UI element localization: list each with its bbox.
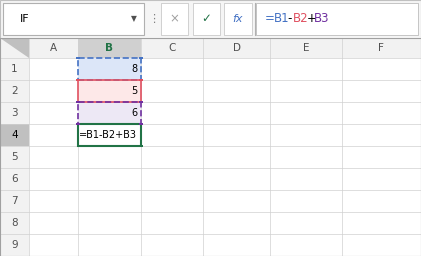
Text: =: = bbox=[265, 13, 275, 25]
Bar bbox=[78, 124, 141, 146]
Text: 6: 6 bbox=[11, 174, 18, 184]
Text: ✓: ✓ bbox=[201, 13, 211, 25]
Text: B1: B1 bbox=[274, 13, 289, 25]
Text: E: E bbox=[303, 43, 309, 53]
Text: B3: B3 bbox=[314, 13, 330, 25]
Text: +: + bbox=[306, 13, 316, 25]
Bar bbox=[0, 38, 421, 58]
Bar bbox=[139, 79, 143, 81]
Bar bbox=[256, 3, 418, 35]
Bar bbox=[139, 101, 143, 103]
Bar bbox=[139, 123, 143, 125]
Bar bbox=[76, 101, 80, 103]
Bar bbox=[0, 58, 29, 80]
Text: 1: 1 bbox=[11, 64, 18, 74]
Text: -: - bbox=[287, 13, 291, 25]
Bar bbox=[78, 58, 141, 80]
Text: ▼: ▼ bbox=[131, 14, 137, 24]
Bar bbox=[0, 168, 29, 190]
Bar bbox=[78, 80, 141, 102]
Bar bbox=[0, 234, 29, 256]
Bar bbox=[78, 102, 141, 124]
Bar bbox=[0, 212, 29, 234]
Text: A: A bbox=[50, 43, 57, 53]
Bar bbox=[78, 38, 141, 58]
Bar bbox=[0, 190, 29, 212]
Bar bbox=[76, 101, 80, 103]
Bar bbox=[76, 123, 80, 125]
Text: B2: B2 bbox=[293, 13, 309, 25]
Bar bbox=[139, 57, 143, 59]
Text: 5: 5 bbox=[131, 86, 137, 96]
Bar bbox=[0, 80, 29, 102]
Text: ×: × bbox=[170, 13, 180, 25]
Bar bbox=[139, 101, 143, 103]
Text: 8: 8 bbox=[11, 218, 18, 228]
Bar bbox=[78, 102, 141, 124]
Bar bbox=[0, 102, 29, 124]
Bar bbox=[224, 3, 251, 35]
Text: 5: 5 bbox=[11, 152, 18, 162]
Text: 4: 4 bbox=[11, 130, 18, 140]
Bar bbox=[76, 79, 80, 81]
Bar bbox=[78, 124, 141, 146]
Bar bbox=[78, 80, 141, 102]
Text: B: B bbox=[105, 43, 114, 53]
Bar bbox=[139, 145, 143, 147]
Bar bbox=[78, 58, 141, 80]
Bar bbox=[0, 146, 29, 168]
Text: ⋮: ⋮ bbox=[148, 14, 159, 24]
Text: C: C bbox=[168, 43, 176, 53]
Polygon shape bbox=[0, 38, 29, 58]
Text: D: D bbox=[232, 43, 241, 53]
Bar bbox=[161, 3, 188, 35]
Text: 9: 9 bbox=[11, 240, 18, 250]
Bar bbox=[0, 124, 29, 146]
Text: 2: 2 bbox=[11, 86, 18, 96]
Text: 6: 6 bbox=[131, 108, 137, 118]
Text: 7: 7 bbox=[11, 196, 18, 206]
Text: fx: fx bbox=[233, 14, 243, 24]
Bar bbox=[193, 3, 220, 35]
Text: 3: 3 bbox=[11, 108, 18, 118]
Text: 8: 8 bbox=[131, 64, 137, 74]
Text: =B1-B2+B3: =B1-B2+B3 bbox=[79, 130, 137, 140]
Bar bbox=[76, 57, 80, 59]
Bar bbox=[3, 3, 144, 35]
Text: IF: IF bbox=[20, 14, 30, 24]
Text: F: F bbox=[378, 43, 384, 53]
